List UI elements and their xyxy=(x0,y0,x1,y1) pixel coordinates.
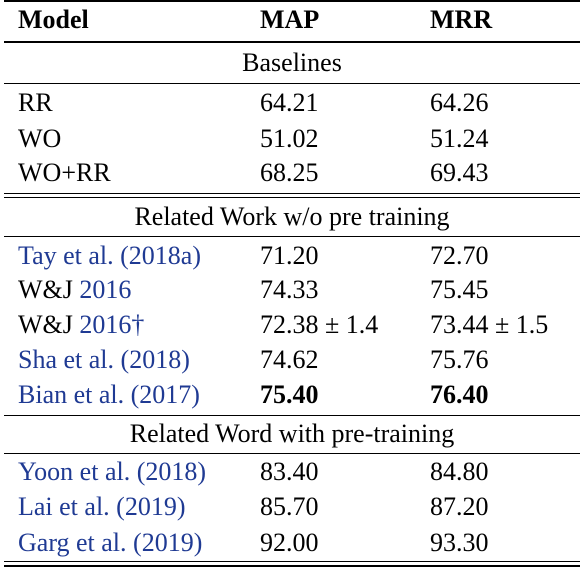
citation-link[interactable]: 2019 xyxy=(124,492,177,521)
mrr-value: 75.76 xyxy=(430,345,489,374)
model-name: W&J 2016† xyxy=(18,307,144,343)
citation-link[interactable]: 2018a xyxy=(128,241,193,270)
mrr-value: 64.26 xyxy=(430,88,489,117)
map-value: 92.00 xyxy=(260,528,319,557)
citation-link[interactable]: 2016 xyxy=(79,275,132,304)
citation-link[interactable]: 2017 xyxy=(139,380,192,409)
section-title-baselines: Baselines xyxy=(242,48,342,77)
table-row: WO+RR 68.25 69.43 xyxy=(0,155,584,191)
model-name: Tay et al. (2018a) xyxy=(18,238,201,274)
section-rule xyxy=(4,415,580,416)
mrr-value: 75.45 xyxy=(430,275,489,304)
table-row: Yoon et al. (2018) 83.40 84.80 xyxy=(0,454,584,490)
top-rule xyxy=(4,0,580,2)
model-name-suffix: ) xyxy=(181,345,190,374)
model-name: Garg et al. (2019) xyxy=(18,525,202,561)
model-name-text: W&J xyxy=(18,275,80,304)
mrr-value-best: 76.40 xyxy=(430,380,489,409)
map-value: 68.25 xyxy=(260,158,319,187)
bottom-rule-upper xyxy=(4,561,580,562)
model-name: Lai et al. (2019) xyxy=(18,489,186,525)
map-value: 85.70 xyxy=(260,492,319,521)
mrr-value: 84.80 xyxy=(430,457,489,486)
model-name: Sha et al. (2018) xyxy=(18,342,190,378)
citation-link[interactable]: 2018 xyxy=(129,345,182,374)
mrr-value: 93.30 xyxy=(430,528,489,557)
header-row: Model MAP MRR xyxy=(0,2,584,38)
mrr-value: 73.44 ± 1.5 xyxy=(430,310,549,339)
table-row: Garg et al. (2019) 92.00 93.30 xyxy=(0,525,584,561)
model-name-suffix: ) xyxy=(192,241,202,270)
model-name-text: Tay et al. ( xyxy=(18,241,129,270)
map-value: 72.38 ± 1.4 xyxy=(260,310,379,339)
mrr-value: 72.70 xyxy=(430,241,489,270)
map-value: 64.21 xyxy=(260,88,319,117)
double-rule-upper xyxy=(4,193,580,194)
map-value: 83.40 xyxy=(260,457,319,486)
header-mrr: MRR xyxy=(430,5,493,34)
citation-link[interactable]: 2018 xyxy=(145,457,198,486)
model-name-text: W&J xyxy=(18,310,80,339)
map-value: 71.20 xyxy=(260,241,319,270)
table-row: Lai et al. (2019) 85.70 87.20 xyxy=(0,489,584,525)
model-name: WO xyxy=(18,124,62,153)
table-row: Bian et al. (2017) 75.40 76.40 xyxy=(0,377,584,413)
model-name-text: Yoon et al. ( xyxy=(18,457,146,486)
table-row: W&J 2016 74.33 75.45 xyxy=(0,272,584,308)
citation-link[interactable]: 2019 xyxy=(141,528,194,557)
mrr-value: 51.24 xyxy=(430,124,489,153)
header-map: MAP xyxy=(260,5,320,34)
table-row: Tay et al. (2018a) 71.20 72.70 xyxy=(0,238,584,274)
map-value-best: 75.40 xyxy=(260,380,319,409)
model-name-suffix: ) xyxy=(193,528,203,557)
mrr-value: 87.20 xyxy=(430,492,489,521)
model-name: WO+RR xyxy=(18,158,111,187)
map-value: 74.33 xyxy=(260,275,319,304)
model-name-suffix: ) xyxy=(176,492,186,521)
mrr-value: 69.43 xyxy=(430,158,489,187)
section-title-related-work: Related Work w/o pre training xyxy=(134,202,450,231)
table-row: W&J 2016† 72.38 ± 1.4 73.44 ± 1.5 xyxy=(0,307,584,343)
model-name: Yoon et al. (2018) xyxy=(18,454,206,490)
section-rule xyxy=(4,83,580,84)
header-rule xyxy=(4,41,580,43)
section-rule xyxy=(4,236,580,237)
model-name-suffix: ) xyxy=(197,457,207,486)
header-model: Model xyxy=(18,5,89,34)
table-row: Sha et al. (2018) 74.62 75.76 xyxy=(0,342,584,378)
bottom-rule-lower xyxy=(4,565,580,567)
citation-link[interactable]: 2016 xyxy=(79,310,132,339)
double-rule-lower xyxy=(4,197,580,198)
model-name-text: Lai et al. ( xyxy=(18,492,125,521)
model-name: Bian et al. (2017) xyxy=(18,377,200,413)
model-name-text: Garg et al. ( xyxy=(18,528,142,557)
model-name-suffix: ) xyxy=(191,380,200,409)
map-value: 51.02 xyxy=(260,124,319,153)
section-rule xyxy=(4,453,580,454)
section-title-pretraining: Related Word with pre-training xyxy=(129,419,455,448)
model-name: W&J 2016 xyxy=(18,272,131,308)
model-name-text: Bian et al. ( xyxy=(18,380,140,409)
model-name-suffix: † xyxy=(131,310,145,339)
map-value: 74.62 xyxy=(260,345,319,374)
table-row: WO 51.02 51.24 xyxy=(0,121,584,157)
model-name: RR xyxy=(18,88,53,117)
model-name-text: Sha et al. ( xyxy=(18,345,130,374)
table-row: RR 64.21 64.26 xyxy=(0,85,584,121)
